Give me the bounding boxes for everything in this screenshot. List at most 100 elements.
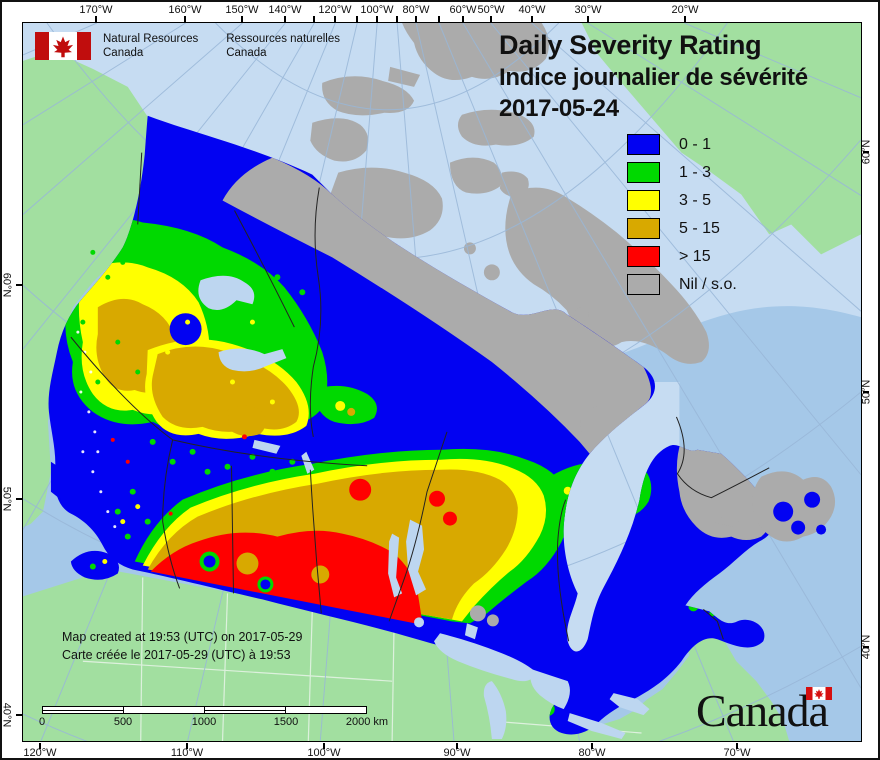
axis-label: 50°N	[0, 486, 13, 512]
legend-label: 0 - 1	[679, 135, 712, 153]
legend-swatch	[627, 134, 660, 155]
axis-tick	[438, 16, 440, 22]
axis-label: 120°W	[318, 4, 352, 16]
legend-item-5: Nil / s.o.	[627, 274, 737, 295]
axis-label: 40°W	[518, 4, 546, 16]
axis-tick	[684, 16, 686, 22]
scale-label: 1000	[191, 716, 217, 728]
logo-text-fr: Ressources naturelles Canada	[226, 33, 341, 59]
wordmark-flag-icon	[805, 687, 832, 700]
land-outside-canada	[23, 23, 861, 741]
legend-item-2: 3 - 5	[627, 190, 737, 211]
axis-tick	[863, 151, 869, 153]
axis-tick	[415, 16, 417, 22]
legend-swatch	[627, 162, 660, 183]
logo-text-en: Natural Resources Canada	[103, 33, 199, 59]
axis-tick	[16, 714, 22, 716]
axis-tick	[95, 16, 97, 22]
axis-tick	[376, 16, 378, 22]
west-coast-islands	[50, 461, 120, 580]
axis-tick	[334, 16, 336, 22]
scale-bar-labels: 0 500 1000 1500 2000 km	[39, 716, 388, 730]
canada-wordmark: Canada	[696, 687, 832, 734]
axis-label: 170°W	[79, 4, 113, 16]
axis-tick	[531, 16, 533, 22]
axis-label: 120°W	[23, 747, 57, 759]
scale-bar-graphic	[42, 706, 367, 714]
scale-label: 500	[113, 716, 133, 728]
axis-label: 60°W	[449, 4, 477, 16]
axis-tick	[186, 743, 188, 749]
axis-tick	[16, 284, 22, 286]
title-french: Indice journalier de sévérité	[499, 64, 808, 91]
lakes	[198, 275, 650, 740]
axis-label: 150°W	[225, 4, 259, 16]
scale-label: 2000 km	[345, 716, 389, 728]
map-created-notes: Map created at 19:53 (UTC) on 2017-05-29…	[62, 628, 302, 664]
map-title: Daily Severity Rating Indice journalier …	[499, 29, 808, 124]
canada-dsr-map	[23, 23, 861, 741]
scale-segment	[124, 707, 205, 713]
legend-swatch	[627, 246, 660, 267]
axis-label: 100°W	[307, 747, 341, 759]
legend-item-0: 0 - 1	[627, 134, 737, 155]
axis-label: 20°W	[671, 4, 699, 16]
scale-segment	[286, 707, 366, 713]
legend-label: > 15	[679, 247, 711, 265]
axis-tick	[863, 646, 869, 648]
axis-tick	[284, 16, 286, 22]
axis-tick	[39, 743, 41, 749]
scale-bar: 0 500 1000 1500 2000 km	[39, 706, 388, 730]
axis-label: 60°N	[0, 272, 13, 298]
scale-segment	[205, 707, 286, 713]
arctic-islands	[310, 23, 709, 373]
scale-label: 1500	[273, 716, 299, 728]
axis-label: 80°W	[578, 747, 606, 759]
axis-tick	[863, 391, 869, 393]
nrcan-logo: Natural Resources Canada Ressources natur…	[35, 32, 368, 60]
axis-tick	[462, 16, 464, 22]
legend-swatch	[627, 190, 660, 211]
canada-flag-icon	[35, 32, 91, 60]
axis-tick	[241, 16, 243, 22]
axis-tick	[313, 16, 315, 22]
axis-label: 90°W	[443, 747, 471, 759]
legend-item-3: 5 - 15	[627, 218, 737, 239]
axis-tick	[587, 16, 589, 22]
legend-swatch	[627, 274, 660, 295]
axis-label: 160°W	[168, 4, 202, 16]
speckles	[76, 249, 311, 570]
dsr-zones	[62, 157, 772, 727]
newfoundland	[715, 471, 836, 542]
legend-label: 3 - 5	[679, 191, 712, 209]
legend-label: 1 - 3	[679, 163, 712, 181]
axis-label: 50°W	[477, 4, 505, 16]
axis-label: 110°W	[170, 747, 204, 759]
created-note-en: Map created at 19:53 (UTC) on 2017-05-29	[62, 630, 303, 644]
boundaries	[70, 152, 770, 642]
axis-label: 30°W	[574, 4, 602, 16]
axis-tick	[736, 743, 738, 749]
axis-label: 100°W	[360, 4, 394, 16]
axis-tick	[490, 16, 492, 22]
created-note-fr: Carte créée le 2017-05-29 (UTC) à 19:53	[62, 648, 291, 662]
legend-label: Nil / s.o.	[679, 275, 737, 293]
axis-label: 80°W	[402, 4, 430, 16]
axis-tick	[356, 16, 358, 22]
legend-swatch	[627, 218, 660, 239]
scale-segment	[43, 707, 124, 713]
title-date: 2017-05-24	[499, 95, 619, 122]
legend: 0 - 1 1 - 3 3 - 5 5 - 15 > 15 Nil / s.o.	[627, 134, 737, 302]
legend-label: 5 - 15	[679, 219, 720, 237]
axis-tick	[591, 743, 593, 749]
axis-tick	[184, 16, 186, 22]
legend-item-4: > 15	[627, 246, 737, 267]
axis-label: 140°W	[268, 4, 302, 16]
title-english: Daily Severity Rating	[499, 30, 762, 60]
axis-label: 40°N	[0, 702, 13, 728]
axis-tick	[16, 498, 22, 500]
axis-label: 70°W	[723, 747, 751, 759]
map-canvas	[22, 22, 862, 742]
axis-tick	[456, 743, 458, 749]
